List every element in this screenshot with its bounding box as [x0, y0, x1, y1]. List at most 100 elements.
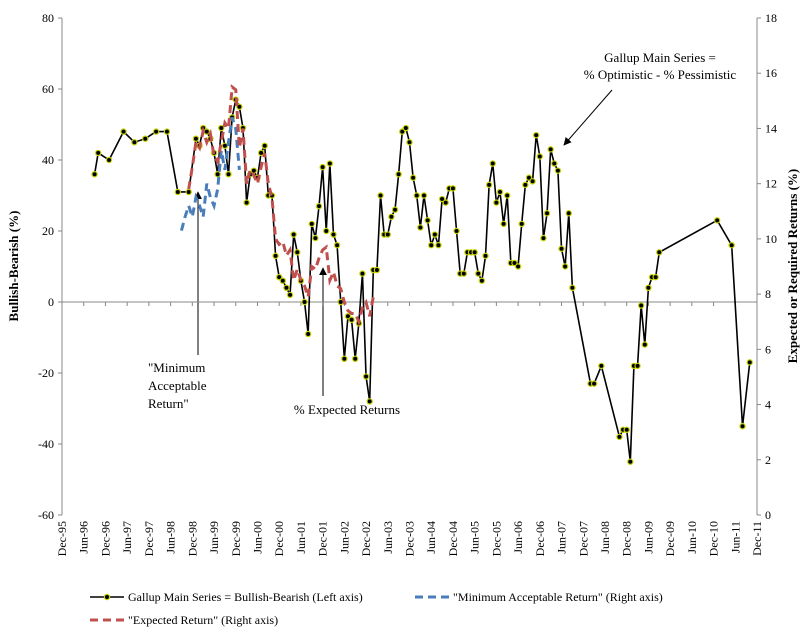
point — [656, 249, 663, 256]
point — [623, 426, 630, 433]
point — [598, 362, 605, 370]
y2-tick-label: 2 — [765, 453, 771, 467]
point — [391, 206, 399, 213]
legend-label: "Minimum Acceptable Return" (Right axis) — [453, 590, 663, 604]
x-tick-label: Jun-09 — [641, 521, 655, 554]
y-tick-label: 80 — [42, 11, 54, 25]
point — [504, 192, 511, 199]
y-tick-label: 60 — [42, 82, 54, 96]
point — [283, 284, 290, 291]
x-tick-label: Dec-97 — [142, 521, 156, 556]
annotation-arrow — [563, 89, 613, 146]
annotation: Gallup Main Series = % Optimistic - % Pes… — [563, 50, 737, 146]
x-tick-label: Dec-10 — [707, 521, 721, 556]
annotation: % Expected Returns — [294, 267, 400, 417]
point — [536, 153, 544, 160]
x-tick-label: Dec-05 — [489, 521, 503, 556]
x-tick-label: Dec-02 — [359, 521, 373, 556]
point — [91, 170, 98, 178]
legend-label: "Expected Return" (Right axis) — [128, 613, 278, 627]
point — [500, 220, 507, 228]
point — [344, 313, 352, 320]
annotation-text: % Optimistic - % Pessimistic — [584, 67, 737, 82]
annotation-text: % Expected Returns — [294, 402, 400, 417]
point — [257, 149, 265, 157]
point — [359, 270, 366, 277]
y-tick-label: 40 — [42, 153, 54, 167]
point — [192, 135, 200, 142]
y-axis-title: Bullish-Bearish (%) — [6, 211, 21, 322]
point — [399, 128, 406, 135]
point — [485, 181, 493, 189]
point — [493, 199, 500, 206]
point — [728, 241, 735, 249]
annotation-text: "Minimum — [148, 360, 205, 375]
x-tick-label: Dec-03 — [403, 521, 417, 556]
x-tick-label: Jun-06 — [511, 521, 525, 554]
point — [120, 128, 127, 135]
point — [395, 170, 402, 178]
point — [243, 199, 250, 206]
point — [330, 231, 337, 238]
point — [460, 270, 467, 277]
point — [518, 220, 525, 228]
point — [453, 227, 460, 235]
point — [304, 330, 312, 338]
point — [529, 178, 536, 185]
point — [449, 185, 457, 192]
point — [225, 170, 232, 178]
series — [187, 84, 378, 327]
point — [315, 202, 323, 210]
point — [424, 217, 431, 224]
y2-tick-label: 16 — [765, 66, 777, 80]
x-tick-label: Dec-00 — [272, 521, 286, 556]
point — [203, 128, 210, 135]
point — [634, 362, 641, 370]
point — [489, 160, 496, 167]
point — [551, 160, 558, 167]
legend-item: "Expected Return" (Right axis) — [90, 613, 278, 627]
point — [377, 192, 384, 199]
point — [388, 213, 395, 220]
legend-item: "Minimum Acceptable Return" (Right axis) — [415, 590, 663, 604]
point — [438, 195, 446, 203]
point — [558, 245, 565, 252]
point — [272, 252, 279, 260]
point — [435, 241, 442, 249]
point — [319, 163, 326, 171]
point — [478, 277, 486, 284]
x-tick-label: Jun-08 — [598, 521, 612, 554]
point — [250, 167, 258, 174]
y-tick-label: -20 — [38, 366, 54, 380]
point — [420, 192, 428, 199]
x-tick-label: Jun-05 — [468, 521, 482, 554]
point — [294, 249, 301, 256]
point — [471, 249, 478, 256]
y2-tick-label: 6 — [765, 342, 771, 356]
point — [590, 380, 598, 387]
point — [366, 398, 373, 405]
x-tick-label: Dec-08 — [620, 521, 634, 556]
point — [413, 192, 420, 199]
legend-item: Gallup Main Series = Bullish-Bearish (Le… — [90, 590, 363, 604]
point — [511, 259, 518, 267]
point — [362, 373, 370, 380]
point — [94, 149, 102, 157]
point — [348, 316, 355, 323]
point — [406, 139, 413, 146]
y-tick-label: -60 — [38, 508, 54, 522]
point — [417, 224, 424, 231]
y2-tick-label: 10 — [765, 232, 777, 246]
point — [152, 128, 160, 135]
point — [352, 355, 359, 362]
point — [174, 188, 182, 196]
point — [312, 234, 319, 242]
point — [514, 263, 522, 270]
point — [496, 188, 504, 196]
legend-marker — [103, 593, 111, 601]
x-tick-label: Dec-98 — [185, 521, 199, 556]
point — [532, 131, 540, 139]
point — [409, 174, 417, 181]
point — [275, 273, 283, 281]
point — [402, 124, 410, 132]
